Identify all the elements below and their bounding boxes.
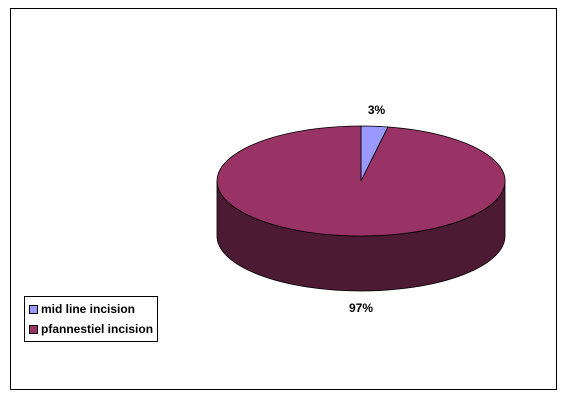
legend-label-pfannestiel-incision: pfannestiel incision <box>41 322 154 336</box>
legend-swatch-mid-line-incision <box>29 304 38 314</box>
legend-swatch-pfannestiel-incision <box>29 324 38 334</box>
pie-slice-pfannestiel-incision <box>216 125 506 237</box>
chart-area: 3% 97% mid line incision pfannestiel inci… <box>10 8 557 390</box>
legend-item-pfannestiel-incision: pfannestiel incision <box>29 319 153 339</box>
legend: mid line incision pfannestiel incision <box>24 296 159 342</box>
legend-label-mid-line-incision: mid line incision <box>41 302 136 316</box>
pie-chart: 3% 97% <box>216 103 506 315</box>
data-label-pfannestiel-incision: 97% <box>349 301 373 315</box>
pie-top <box>216 125 506 237</box>
data-label-mid-line-incision: 3% <box>368 103 386 117</box>
legend-item-mid-line-incision: mid line incision <box>29 299 153 319</box>
pie-labels: 3% 97% <box>349 103 386 315</box>
